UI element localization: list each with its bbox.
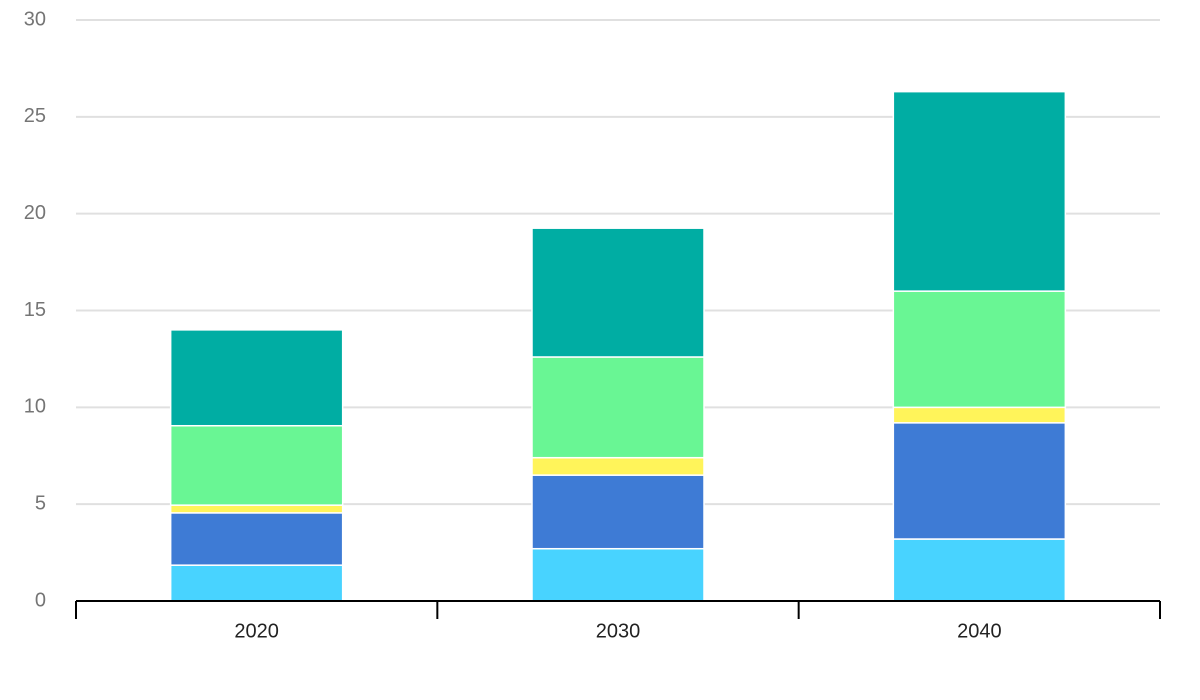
y-tick-label: 25	[24, 105, 46, 127]
bar-segment	[531, 356, 705, 459]
bar-segment	[892, 422, 1067, 540]
bar-segment	[892, 290, 1067, 409]
y-tick-label: 10	[24, 396, 46, 418]
y-tick-label: 5	[35, 492, 46, 514]
bar-segment	[892, 538, 1067, 602]
bar-segment	[169, 512, 344, 566]
y-tick-label: 15	[24, 299, 46, 321]
bar-segment	[169, 329, 344, 427]
bar-segment	[169, 504, 344, 514]
bar-segment	[892, 90, 1067, 292]
bar-segment	[169, 424, 344, 506]
bar-segment	[892, 406, 1067, 424]
x-tick-label: 2040	[957, 620, 1002, 642]
y-tick-label: 20	[24, 202, 46, 224]
y-tick-label: 30	[24, 8, 46, 30]
bar-segment	[531, 474, 705, 550]
bar-segment	[531, 547, 705, 602]
bar-segment	[531, 227, 705, 358]
y-tick-label: 0	[35, 589, 46, 611]
bar-segment	[531, 456, 705, 476]
x-tick-label: 2020	[234, 620, 279, 642]
x-tick-label: 2030	[596, 620, 641, 642]
bar-segment	[169, 564, 344, 602]
